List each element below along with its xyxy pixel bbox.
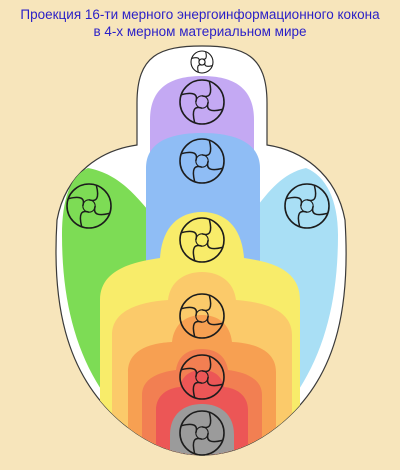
swirl-wheel-icon (179, 293, 225, 339)
swirl-wheel-icon (179, 138, 225, 184)
swirl-wheel-icon (179, 217, 225, 263)
title-line-1: Проекция 16-ти мерного энергоинформацион… (20, 7, 380, 22)
right-cyan-chakra (284, 183, 330, 229)
blue-chakra (179, 138, 225, 184)
swirl-wheel-icon (190, 50, 214, 74)
base-grey-chakra (179, 410, 225, 456)
diagram-title: Проекция 16-ти мерного энергоинформацион… (0, 6, 400, 40)
title-line-2: в 4-х мерном материальном мире (93, 24, 307, 39)
left-green-chakra (66, 183, 112, 229)
chakra-wheels (66, 50, 330, 456)
violet-chakra (179, 79, 225, 125)
orange-chakra (179, 293, 225, 339)
red-chakra (179, 354, 225, 400)
crown-top-chakra (190, 50, 214, 74)
yellow-chakra (179, 217, 225, 263)
swirl-wheel-icon (179, 354, 225, 400)
swirl-wheel-icon (179, 79, 225, 125)
swirl-wheel-icon (179, 410, 225, 456)
swirl-wheel-icon (284, 183, 330, 229)
swirl-wheel-icon (66, 183, 112, 229)
